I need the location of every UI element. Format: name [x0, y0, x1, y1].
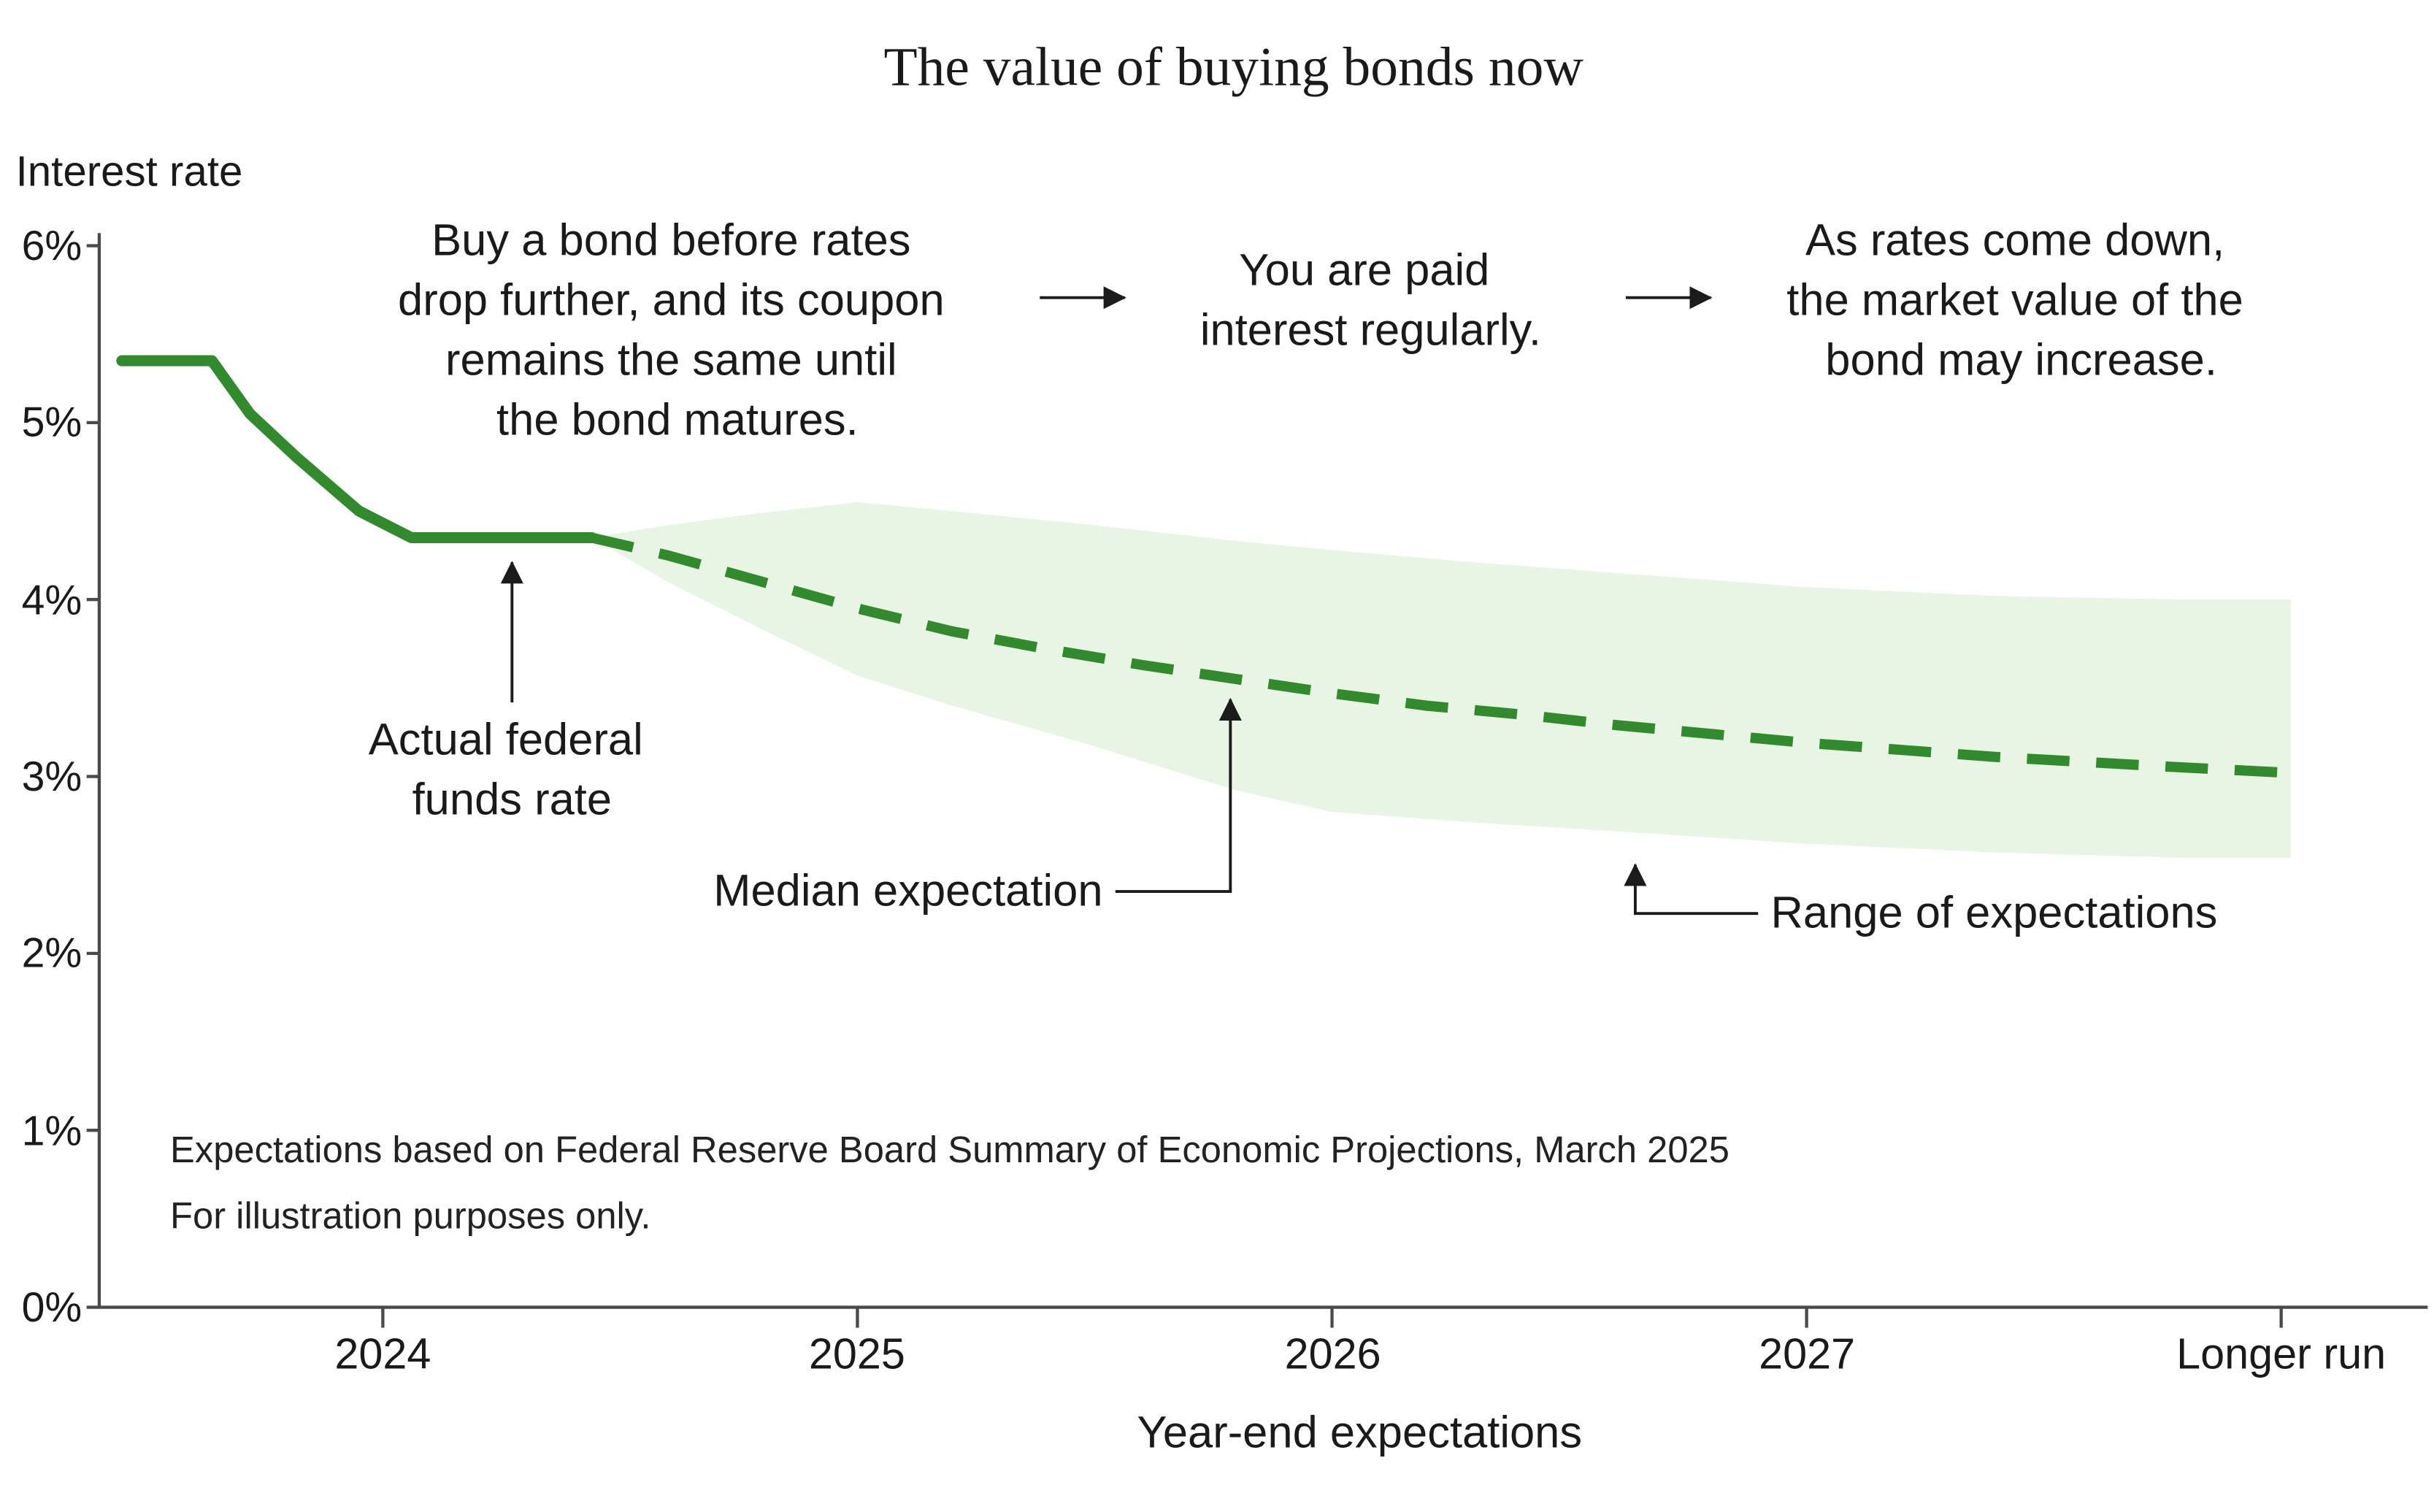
callout-median-expectation: Median expectation [713, 865, 1102, 916]
median-expectation-line [590, 532, 2292, 778]
range-connector-arrow-icon [1624, 863, 1759, 916]
x-tick-label: 2026 [1285, 1329, 1381, 1378]
y-tick-label: 2% [22, 930, 82, 977]
x-tick-label: 2025 [809, 1329, 905, 1378]
annotation-line: remains the same until [445, 334, 897, 385]
annotation-line: the market value of the [1786, 275, 2243, 325]
x-tick-label: Longer run [2176, 1329, 2386, 1378]
chart-title: The value of buying bonds now [883, 37, 1583, 98]
annotation-line: Buy a bond before rates [431, 215, 910, 265]
y-tick-label: 4% [22, 577, 82, 623]
x-tick-marks [381, 1307, 2283, 1328]
y-tick-label: 5% [22, 399, 82, 446]
x-tick-label: 2024 [334, 1329, 431, 1378]
median-connector-arrow-icon [1115, 697, 1242, 893]
annotation-market-value: As rates come down, the market value of … [1786, 215, 2256, 385]
y-tick-label: 3% [22, 753, 82, 800]
annotation-line: Actual federal [369, 714, 643, 764]
actual-funds-rate-line [116, 355, 597, 543]
annotation-buy-bond: Buy a bond before rates drop further, an… [398, 215, 957, 445]
callout-range-of-expectations: Range of expectations [1771, 888, 2218, 938]
y-tick-label: 1% [22, 1108, 82, 1154]
annotation-line: the bond matures. [496, 394, 859, 445]
y-tick-label: 6% [22, 223, 82, 269]
footnote-disclaimer: For illustration purposes only. [170, 1195, 650, 1237]
y-tick-label: 0% [22, 1284, 82, 1331]
y-axis-title: Interest rate [16, 148, 243, 196]
x-tick-label: 2027 [1759, 1329, 1855, 1378]
annotation-paid-interest: You are paid interest regularly. [1200, 245, 1541, 355]
annotation-line: You are paid [1239, 245, 1489, 295]
callout-actual-funds-rate: Actual federal funds rate [369, 714, 656, 824]
annotation-line: bond may increase. [1825, 334, 2217, 385]
annotation-line: interest regularly. [1200, 304, 1541, 355]
annotation-line: funds rate [412, 774, 612, 824]
footnote-source: Expectations based on Federal Reserve Bo… [170, 1129, 1729, 1170]
x-axis-title: Year-end expectations [1137, 1408, 1582, 1458]
range-band [591, 502, 2291, 859]
annotation-line: As rates come down, [1805, 215, 2224, 265]
annotation-line: drop further, and its coupon [398, 275, 945, 325]
y-tick-marks [86, 244, 99, 1309]
